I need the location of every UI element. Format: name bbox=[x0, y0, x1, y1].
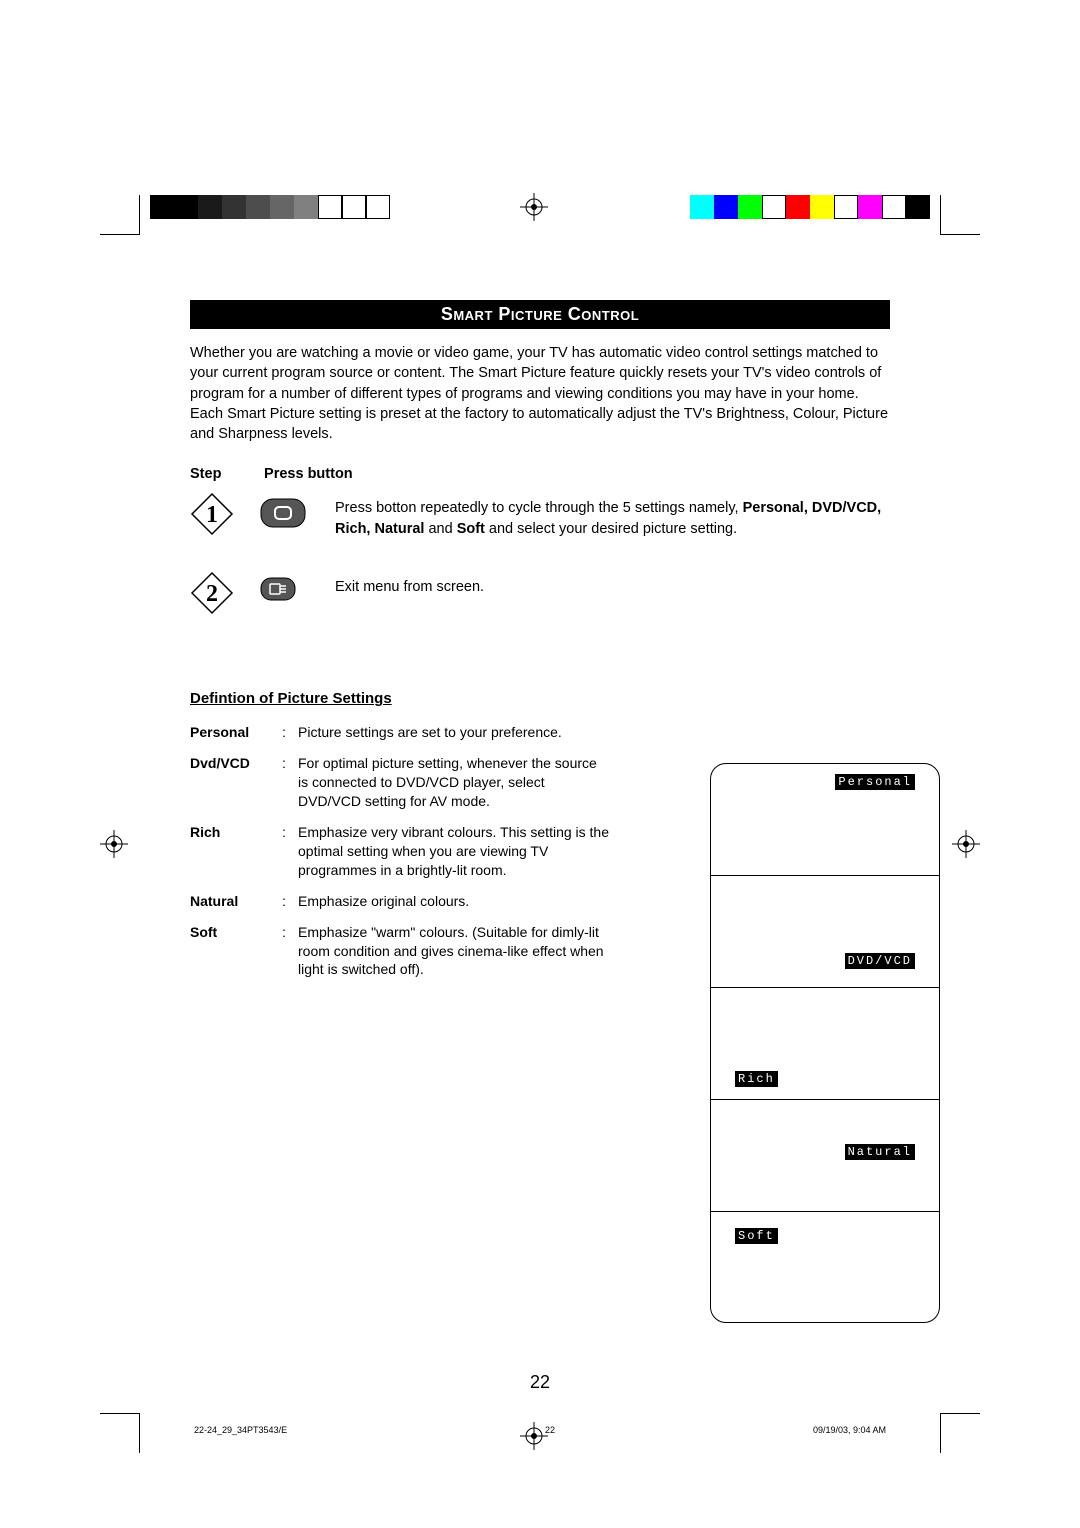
footer-left: 22-24_29_34PT3543/E bbox=[194, 1425, 287, 1435]
swatch bbox=[270, 195, 294, 219]
swatch bbox=[174, 195, 198, 219]
colon: : bbox=[282, 723, 298, 742]
crop-mark bbox=[940, 1413, 980, 1453]
swatch bbox=[762, 195, 786, 219]
tv-preview-cell: Natural bbox=[711, 1100, 939, 1212]
swatch bbox=[786, 195, 810, 219]
step-row: 2 Exit menu from screen. bbox=[190, 571, 890, 620]
definition-term: Personal bbox=[190, 723, 282, 742]
swatch bbox=[834, 195, 858, 219]
t: and select your desired picture setting. bbox=[485, 521, 737, 537]
colon: : bbox=[282, 823, 298, 880]
definition-term: Dvd/VCD bbox=[190, 754, 282, 811]
swatch bbox=[318, 195, 342, 219]
svg-text:2: 2 bbox=[206, 581, 218, 607]
footer: 22-24_29_34PT3543/E 22 09/19/03, 9:04 AM bbox=[190, 1425, 890, 1435]
definition-desc: Emphasize very vibrant colours. This set… bbox=[298, 823, 610, 880]
grayscale-bar bbox=[150, 195, 390, 219]
definition-desc: Emphasize original colours. bbox=[298, 892, 610, 911]
definitions-title: Defintion of Picture Settings bbox=[190, 690, 890, 707]
colon: : bbox=[282, 754, 298, 811]
step-header-press: Press button bbox=[264, 466, 353, 482]
svg-text:1: 1 bbox=[206, 502, 218, 528]
tv-preview-cell: Rich bbox=[711, 988, 939, 1100]
page-number: 22 bbox=[190, 1372, 890, 1393]
crop-mark bbox=[940, 195, 980, 235]
registration-mark-icon bbox=[952, 830, 980, 858]
step-text: Press botton repeatedly to cycle through… bbox=[335, 492, 890, 539]
t: Soft bbox=[457, 521, 485, 537]
step-number-diamond-icon: 2 bbox=[190, 571, 260, 620]
registration-mark-icon bbox=[100, 830, 128, 858]
definitions-list: Personal:Picture settings are set to you… bbox=[190, 723, 610, 979]
step-text: Exit menu from screen. bbox=[335, 571, 484, 597]
page-content: Smart Picture Control Whether you are wa… bbox=[190, 300, 890, 991]
definition-desc: For optimal picture setting, whenever th… bbox=[298, 754, 610, 811]
tv-preview-cell: DVD/VCD bbox=[711, 876, 939, 988]
section-title: Smart Picture Control bbox=[190, 300, 890, 329]
definition-term: Natural bbox=[190, 892, 282, 911]
colon: : bbox=[282, 892, 298, 911]
step-header: Step Press button bbox=[190, 466, 890, 482]
swatch bbox=[246, 195, 270, 219]
color-bar bbox=[690, 195, 930, 219]
step-header-step: Step bbox=[190, 466, 260, 482]
definition-term: Soft bbox=[190, 923, 282, 980]
swatch bbox=[342, 195, 366, 219]
tv-preview-cell: Personal bbox=[711, 764, 939, 876]
tv-mode-tag: DVD/VCD bbox=[845, 953, 915, 969]
tv-mode-tag: Soft bbox=[735, 1228, 778, 1244]
registration-mark-icon bbox=[520, 193, 548, 221]
steps-list: 1 Press botton repeatedly to cycle throu… bbox=[190, 492, 890, 620]
swatch bbox=[150, 195, 174, 219]
swatch bbox=[222, 195, 246, 219]
colon: : bbox=[282, 923, 298, 980]
definition-desc: Emphasize "warm" colours. (Suitable for … bbox=[298, 923, 610, 980]
swatch bbox=[858, 195, 882, 219]
definition-row: Dvd/VCD:For optimal picture setting, whe… bbox=[190, 754, 610, 811]
swatch bbox=[690, 195, 714, 219]
footer-right: 09/19/03, 9:04 AM bbox=[813, 1425, 886, 1435]
remote-button-icon bbox=[260, 492, 335, 533]
swatch bbox=[810, 195, 834, 219]
tv-mode-tag: Personal bbox=[835, 774, 915, 790]
step-row: 1 Press botton repeatedly to cycle throu… bbox=[190, 492, 890, 541]
swatch bbox=[882, 195, 906, 219]
swatch bbox=[714, 195, 738, 219]
definition-row: Personal:Picture settings are set to you… bbox=[190, 723, 610, 742]
definition-term: Rich bbox=[190, 823, 282, 880]
t: and bbox=[424, 521, 456, 537]
crop-mark bbox=[100, 1413, 140, 1453]
step-number-diamond-icon: 1 bbox=[190, 492, 260, 541]
swatch bbox=[738, 195, 762, 219]
definition-desc: Picture settings are set to your prefere… bbox=[298, 723, 610, 742]
tv-preview-cell: Soft bbox=[711, 1212, 939, 1323]
swatch bbox=[198, 195, 222, 219]
crop-mark bbox=[100, 195, 140, 235]
footer-mid: 22 bbox=[545, 1425, 555, 1435]
swatch bbox=[366, 195, 390, 219]
tv-mode-tag: Natural bbox=[845, 1144, 915, 1160]
tv-screen-preview: Personal DVD/VCD Rich Natural Soft bbox=[710, 763, 940, 1323]
definition-row: Soft:Emphasize "warm" colours. (Suitable… bbox=[190, 923, 610, 980]
tv-mode-tag: Rich bbox=[735, 1071, 778, 1087]
intro-text: Whether you are watching a movie or vide… bbox=[190, 343, 890, 444]
swatch bbox=[906, 195, 930, 219]
remote-exit-button-icon bbox=[260, 571, 335, 606]
t: Press botton repeatedly to cycle through… bbox=[335, 500, 743, 516]
definition-row: Rich:Emphasize very vibrant colours. Thi… bbox=[190, 823, 610, 880]
definition-row: Natural:Emphasize original colours. bbox=[190, 892, 610, 911]
swatch bbox=[294, 195, 318, 219]
